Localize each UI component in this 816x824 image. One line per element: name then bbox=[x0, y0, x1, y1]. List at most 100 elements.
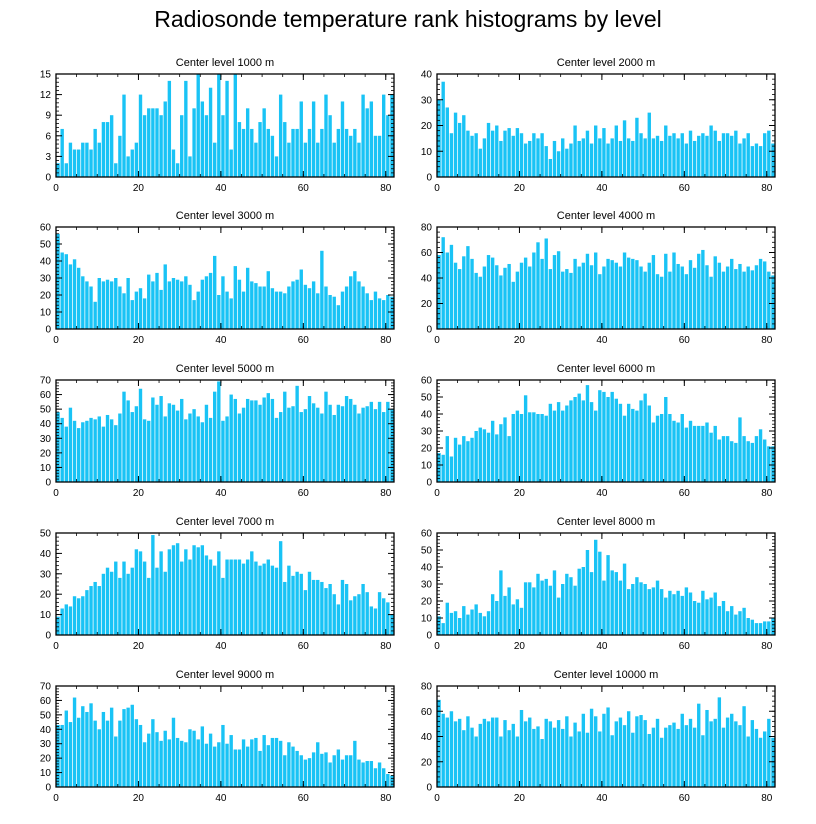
histogram-bar bbox=[245, 746, 250, 787]
histogram-bar bbox=[134, 142, 139, 177]
histogram-bar bbox=[97, 142, 101, 177]
histogram-bar bbox=[151, 719, 155, 787]
histogram-bar bbox=[303, 759, 308, 787]
histogram-bar bbox=[618, 266, 623, 329]
panel-title: Center level 10000 m bbox=[554, 669, 659, 681]
histogram-bar bbox=[134, 406, 139, 482]
histogram-bar bbox=[511, 604, 515, 635]
histogram-bar bbox=[581, 400, 586, 482]
histogram-bar bbox=[486, 432, 491, 482]
histogram-bar bbox=[771, 275, 775, 329]
histogram-bar bbox=[474, 736, 478, 787]
histogram-bar bbox=[449, 711, 454, 787]
histogram-bar bbox=[332, 142, 336, 177]
histogram-bar bbox=[701, 590, 705, 635]
histogram-bar bbox=[390, 409, 394, 482]
histogram-bar bbox=[441, 81, 445, 177]
histogram-bar bbox=[684, 725, 689, 787]
histogram-bar bbox=[349, 276, 353, 329]
histogram-bar bbox=[262, 108, 266, 177]
histogram-bar bbox=[180, 740, 184, 787]
histogram-bar bbox=[274, 737, 279, 787]
histogram-bar bbox=[357, 759, 361, 787]
histogram-bar bbox=[598, 390, 602, 482]
histogram-bar bbox=[250, 128, 254, 177]
histogram-bar bbox=[503, 130, 507, 177]
histogram-bar bbox=[519, 607, 524, 635]
histogram-bar bbox=[386, 602, 390, 635]
histogram-bar bbox=[684, 427, 689, 482]
histogram-bar bbox=[307, 396, 312, 482]
histogram-bar bbox=[495, 125, 499, 177]
histogram-bar bbox=[713, 130, 717, 177]
histogram-bar bbox=[60, 724, 64, 787]
histogram-bar bbox=[221, 724, 225, 787]
histogram-bar bbox=[639, 400, 643, 482]
histogram-bar bbox=[320, 581, 324, 635]
histogram-bar bbox=[631, 258, 635, 330]
histogram-bar bbox=[697, 703, 701, 787]
x-tick-label: 20 bbox=[133, 793, 145, 804]
histogram-bar bbox=[614, 398, 618, 482]
histogram-bar bbox=[730, 606, 734, 635]
histogram-bar bbox=[208, 87, 213, 177]
histogram-bar bbox=[377, 762, 382, 787]
histogram-bar bbox=[659, 737, 664, 787]
histogram-bar bbox=[377, 401, 382, 482]
histogram-bar bbox=[474, 272, 478, 329]
histogram-bar bbox=[457, 269, 462, 329]
histogram-bar bbox=[581, 138, 586, 178]
histogram-bar bbox=[130, 567, 134, 635]
histogram-bar bbox=[598, 138, 602, 178]
histogram-bar bbox=[606, 143, 610, 177]
histogram-bar bbox=[377, 298, 382, 329]
histogram-bar bbox=[295, 279, 299, 329]
histogram-bar bbox=[730, 441, 734, 482]
histogram-bar bbox=[344, 128, 349, 177]
y-tick-label: 40 bbox=[421, 563, 433, 574]
histogram-bar bbox=[175, 543, 180, 635]
histogram-bar bbox=[515, 128, 520, 177]
histogram-bar bbox=[647, 262, 651, 329]
histogram-bar bbox=[208, 559, 213, 635]
x-tick-label: 80 bbox=[380, 793, 392, 804]
histogram-bar bbox=[482, 138, 487, 178]
histogram-bar bbox=[241, 128, 246, 177]
histogram-bar bbox=[159, 289, 163, 329]
histogram-bar bbox=[470, 727, 474, 787]
y-tick-label: 70 bbox=[40, 376, 52, 387]
histogram-bar bbox=[750, 442, 755, 482]
histogram-bar bbox=[278, 740, 283, 787]
histogram-bar bbox=[734, 721, 738, 787]
histogram-bar bbox=[93, 720, 97, 787]
histogram-bar bbox=[85, 590, 89, 635]
histogram-bar bbox=[643, 138, 647, 178]
histogram-bar bbox=[142, 742, 147, 787]
histogram-bar bbox=[118, 720, 122, 787]
histogram-bar bbox=[528, 140, 532, 177]
histogram-bar bbox=[730, 135, 734, 177]
histogram-bar bbox=[622, 563, 627, 635]
histogram-bar bbox=[594, 716, 598, 787]
histogram-bar bbox=[643, 584, 647, 635]
histogram-bar bbox=[192, 300, 196, 329]
histogram-bar bbox=[635, 716, 639, 787]
histogram-bar bbox=[758, 258, 763, 330]
x-tick-label: 60 bbox=[679, 183, 691, 194]
histogram-bar bbox=[556, 151, 561, 177]
panel-title: Center level 8000 m bbox=[557, 516, 655, 528]
histogram-bar bbox=[651, 587, 656, 635]
y-tick-label: 50 bbox=[40, 710, 52, 721]
histogram-bar bbox=[122, 293, 126, 329]
histogram-bar bbox=[365, 406, 369, 482]
histogram-bar bbox=[262, 563, 266, 635]
histogram-bar bbox=[274, 156, 279, 177]
panel-title: Center level 5000 m bbox=[176, 363, 274, 375]
histogram-bar bbox=[746, 133, 750, 177]
histogram-bar bbox=[229, 559, 233, 635]
histogram-bar bbox=[598, 551, 602, 635]
histogram-bar bbox=[241, 739, 246, 787]
histogram-bar bbox=[672, 252, 676, 329]
histogram-bar bbox=[291, 746, 295, 787]
histogram-bar bbox=[361, 762, 365, 787]
